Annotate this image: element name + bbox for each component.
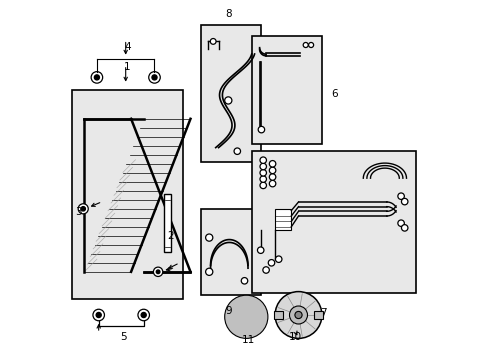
Circle shape <box>303 42 307 48</box>
Text: 11: 11 <box>241 335 254 345</box>
Circle shape <box>308 42 313 48</box>
Circle shape <box>263 267 269 273</box>
Circle shape <box>138 309 149 321</box>
Circle shape <box>275 292 321 338</box>
Circle shape <box>210 39 216 44</box>
Circle shape <box>91 72 102 83</box>
Text: 8: 8 <box>224 9 231 19</box>
Circle shape <box>260 163 266 170</box>
Circle shape <box>401 198 407 205</box>
Circle shape <box>260 182 266 189</box>
Bar <box>201 25 260 162</box>
Circle shape <box>141 312 146 318</box>
Circle shape <box>401 225 407 231</box>
Circle shape <box>231 302 260 331</box>
Text: 9: 9 <box>224 306 231 316</box>
Circle shape <box>152 75 157 80</box>
Circle shape <box>235 306 257 328</box>
Circle shape <box>93 309 104 321</box>
Bar <box>275 209 291 230</box>
Text: 6: 6 <box>330 89 337 99</box>
Bar <box>251 36 321 144</box>
Text: 5: 5 <box>121 332 127 342</box>
Bar <box>251 151 415 293</box>
Text: 7: 7 <box>320 308 326 318</box>
Circle shape <box>275 256 282 262</box>
Bar <box>201 209 260 295</box>
Text: 3: 3 <box>75 207 81 217</box>
Bar <box>163 194 171 252</box>
Text: 4: 4 <box>124 42 131 52</box>
Circle shape <box>224 295 267 338</box>
Circle shape <box>94 75 99 80</box>
Circle shape <box>269 180 275 187</box>
Circle shape <box>260 157 266 163</box>
Circle shape <box>258 126 264 133</box>
Text: 10: 10 <box>288 332 301 342</box>
Circle shape <box>81 207 85 211</box>
Circle shape <box>257 247 264 253</box>
Circle shape <box>260 170 266 176</box>
Circle shape <box>269 174 275 180</box>
Circle shape <box>289 306 307 324</box>
Circle shape <box>205 234 212 241</box>
Circle shape <box>234 148 240 154</box>
Bar <box>313 311 322 319</box>
Circle shape <box>205 268 212 275</box>
Bar <box>72 90 183 299</box>
Circle shape <box>269 167 275 174</box>
Circle shape <box>268 260 274 266</box>
Circle shape <box>397 220 404 226</box>
Circle shape <box>148 72 160 83</box>
Bar <box>274 311 283 319</box>
Circle shape <box>239 310 253 324</box>
Circle shape <box>78 204 88 214</box>
Circle shape <box>96 312 101 318</box>
Circle shape <box>156 270 160 274</box>
Circle shape <box>224 97 231 104</box>
Circle shape <box>228 299 264 335</box>
Circle shape <box>269 161 275 167</box>
Text: 2: 2 <box>167 231 174 241</box>
Circle shape <box>153 267 163 276</box>
Circle shape <box>260 176 266 183</box>
Circle shape <box>241 278 247 284</box>
Circle shape <box>397 193 404 199</box>
Text: 1: 1 <box>124 62 131 72</box>
Circle shape <box>294 311 302 319</box>
